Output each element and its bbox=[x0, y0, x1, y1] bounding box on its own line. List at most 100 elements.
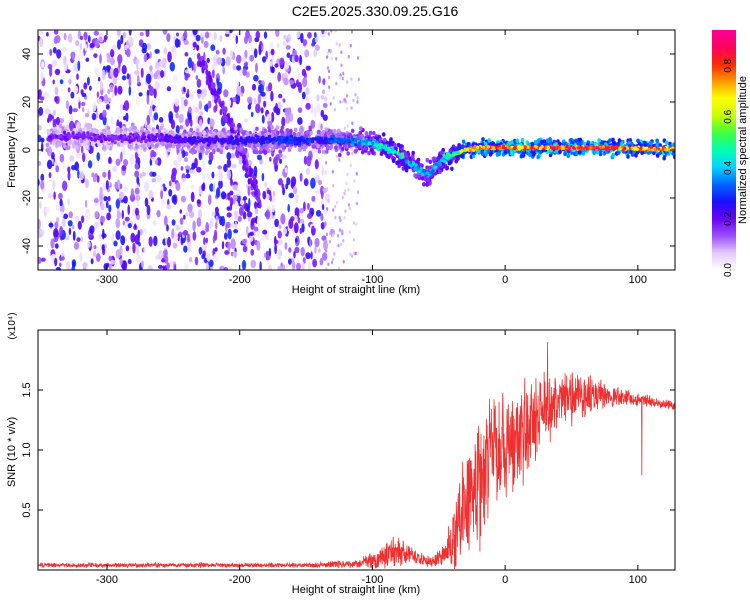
spectrogram-noise-cell bbox=[119, 258, 123, 266]
spectrogram-track-cell bbox=[305, 130, 309, 135]
spectrogram-noise-cell bbox=[78, 50, 84, 59]
spectrogram-noise-cell bbox=[297, 107, 303, 113]
spectrogram-noise-cell bbox=[313, 107, 317, 118]
spectrogram-track-cell bbox=[325, 149, 329, 154]
spectrogram-track-cell bbox=[425, 158, 430, 163]
spectrogram-track-cell bbox=[427, 165, 431, 171]
spectrogram-streak-cell bbox=[210, 88, 214, 95]
spectrogram-track-cell bbox=[255, 126, 259, 131]
spectrogram-noise-cell bbox=[248, 235, 254, 242]
spectrogram-noise-cell bbox=[121, 65, 127, 75]
spectrogram-noise-cell bbox=[216, 77, 219, 86]
spectrogram-noise-cell bbox=[169, 61, 175, 72]
spectrogram-noise-cell bbox=[299, 172, 303, 182]
spectrogram-noise-cell bbox=[260, 107, 264, 114]
spectrogram-noise-cell bbox=[342, 238, 345, 243]
spectrogram-noise-cell bbox=[246, 226, 249, 236]
spectrogram-track-cell bbox=[578, 137, 582, 142]
spectrogram-noise-cell bbox=[353, 179, 356, 183]
spectrogram-noise-cell bbox=[63, 32, 67, 41]
spectrogram-noise-cell bbox=[196, 78, 202, 88]
spectrogram-noise-cell bbox=[350, 106, 353, 110]
spectrogram-noise-cell bbox=[227, 228, 232, 240]
spectrogram-noise-cell bbox=[262, 190, 267, 200]
spectrogram-noise-cell bbox=[141, 42, 148, 51]
spectrogram-noise-cell bbox=[92, 102, 97, 112]
spectrogram-streak-cell bbox=[219, 108, 223, 116]
spectrogram-noise-cell bbox=[337, 266, 340, 270]
spectrogram-track-core bbox=[434, 162, 439, 166]
spectrogram-track-cell bbox=[455, 155, 460, 160]
spectrogram-noise-cell bbox=[83, 82, 88, 90]
spectrogram-noise-cell bbox=[293, 222, 299, 234]
spectrogram-noise-cell bbox=[327, 262, 330, 267]
spectrogram-noise-cell bbox=[228, 99, 232, 107]
spectrogram-noise-cell bbox=[135, 254, 142, 263]
spectrogram-noise-cell bbox=[112, 76, 118, 85]
spectrogram-noise-cell bbox=[123, 100, 130, 111]
spectrogram-track-cell bbox=[225, 145, 229, 150]
spectrogram-noise-cell bbox=[315, 209, 322, 217]
spectrogram-noise-cell bbox=[187, 242, 192, 253]
spectrogram-track-cell bbox=[448, 148, 453, 153]
spectrogram-noise-cell bbox=[267, 264, 273, 270]
spectrogram-noise-cell bbox=[347, 203, 350, 207]
spectrogram-track-cell bbox=[372, 131, 376, 136]
spectrogram-noise-cell bbox=[247, 159, 253, 166]
spectrogram-noise-cell bbox=[331, 233, 334, 238]
spectrogram-track-cell bbox=[321, 149, 326, 154]
spectrogram-noise-cell bbox=[61, 218, 66, 227]
spectrogram-noise-cell bbox=[305, 252, 311, 260]
spectrogram-noise-cell bbox=[344, 209, 347, 213]
spectrogram-noise-cell bbox=[256, 154, 262, 161]
spectrogram-noise-cell bbox=[103, 196, 108, 202]
spectrogram-noise-cell bbox=[176, 32, 179, 37]
spectrogram-noise-cell bbox=[129, 154, 135, 165]
spectrogram-noise-cell bbox=[247, 104, 252, 110]
spectrogram-track-cell bbox=[261, 130, 265, 136]
spectrogram-noise-cell bbox=[165, 249, 168, 259]
spectrogram-streak-cell bbox=[256, 196, 261, 204]
spectrogram-noise-cell bbox=[62, 213, 69, 220]
spectrogram-noise-cell bbox=[339, 100, 342, 104]
spectrogram-noise-cell bbox=[201, 183, 205, 191]
spectrogram-noise-cell bbox=[80, 236, 84, 243]
spectrogram-noise-cell bbox=[246, 205, 251, 213]
spectrogram-noise-cell bbox=[67, 87, 71, 93]
spectrogram-noise-cell bbox=[215, 49, 220, 55]
spectrogram-noise-cell bbox=[121, 165, 127, 171]
spectrogram-noise-cell bbox=[41, 257, 46, 262]
spectrogram-noise-cell bbox=[310, 119, 316, 129]
spectrogram-noise-cell bbox=[65, 100, 69, 110]
spectrogram-noise-cell bbox=[109, 84, 114, 93]
spectrogram-track-core bbox=[139, 139, 143, 144]
spectrogram-noise-cell bbox=[193, 63, 197, 73]
spectrogram-noise-cell bbox=[325, 187, 329, 191]
spectrogram-noise-cell bbox=[105, 180, 109, 190]
spectrogram-noise-cell bbox=[255, 103, 261, 114]
spectrogram-track-cell bbox=[338, 152, 342, 158]
spectrogram-noise-cell bbox=[108, 204, 112, 213]
spectrogram-noise-cell bbox=[206, 57, 210, 64]
spectrogram-streak-cell bbox=[249, 167, 253, 175]
spectrogram-noise-cell bbox=[122, 260, 128, 270]
spectrogram-track-cell bbox=[413, 173, 417, 178]
spectrogram-noise-cell bbox=[122, 186, 129, 193]
spectrogram-noise-cell bbox=[93, 30, 100, 36]
spectrogram-noise-cell bbox=[258, 43, 262, 52]
spectrogram-noise-cell bbox=[263, 31, 268, 39]
spectrogram-noise-cell bbox=[122, 147, 126, 155]
spectrogram-noise-cell bbox=[351, 254, 354, 258]
spectrogram-track-cell bbox=[85, 123, 89, 128]
spectrogram-noise-cell bbox=[38, 106, 44, 116]
spectrogram-noise-cell bbox=[347, 54, 350, 59]
spectrogram-noise-cell bbox=[74, 215, 80, 222]
spectrogram-track-cell bbox=[537, 138, 541, 143]
spectrogram-noise-cell bbox=[112, 166, 117, 172]
spectrogram-noise-cell bbox=[334, 204, 337, 209]
spectrogram-noise-cell bbox=[171, 194, 177, 204]
spectrogram-track-cell bbox=[404, 153, 409, 158]
spectrogram-noise-cell bbox=[179, 217, 184, 225]
spectrogram-track-cell bbox=[76, 141, 80, 147]
